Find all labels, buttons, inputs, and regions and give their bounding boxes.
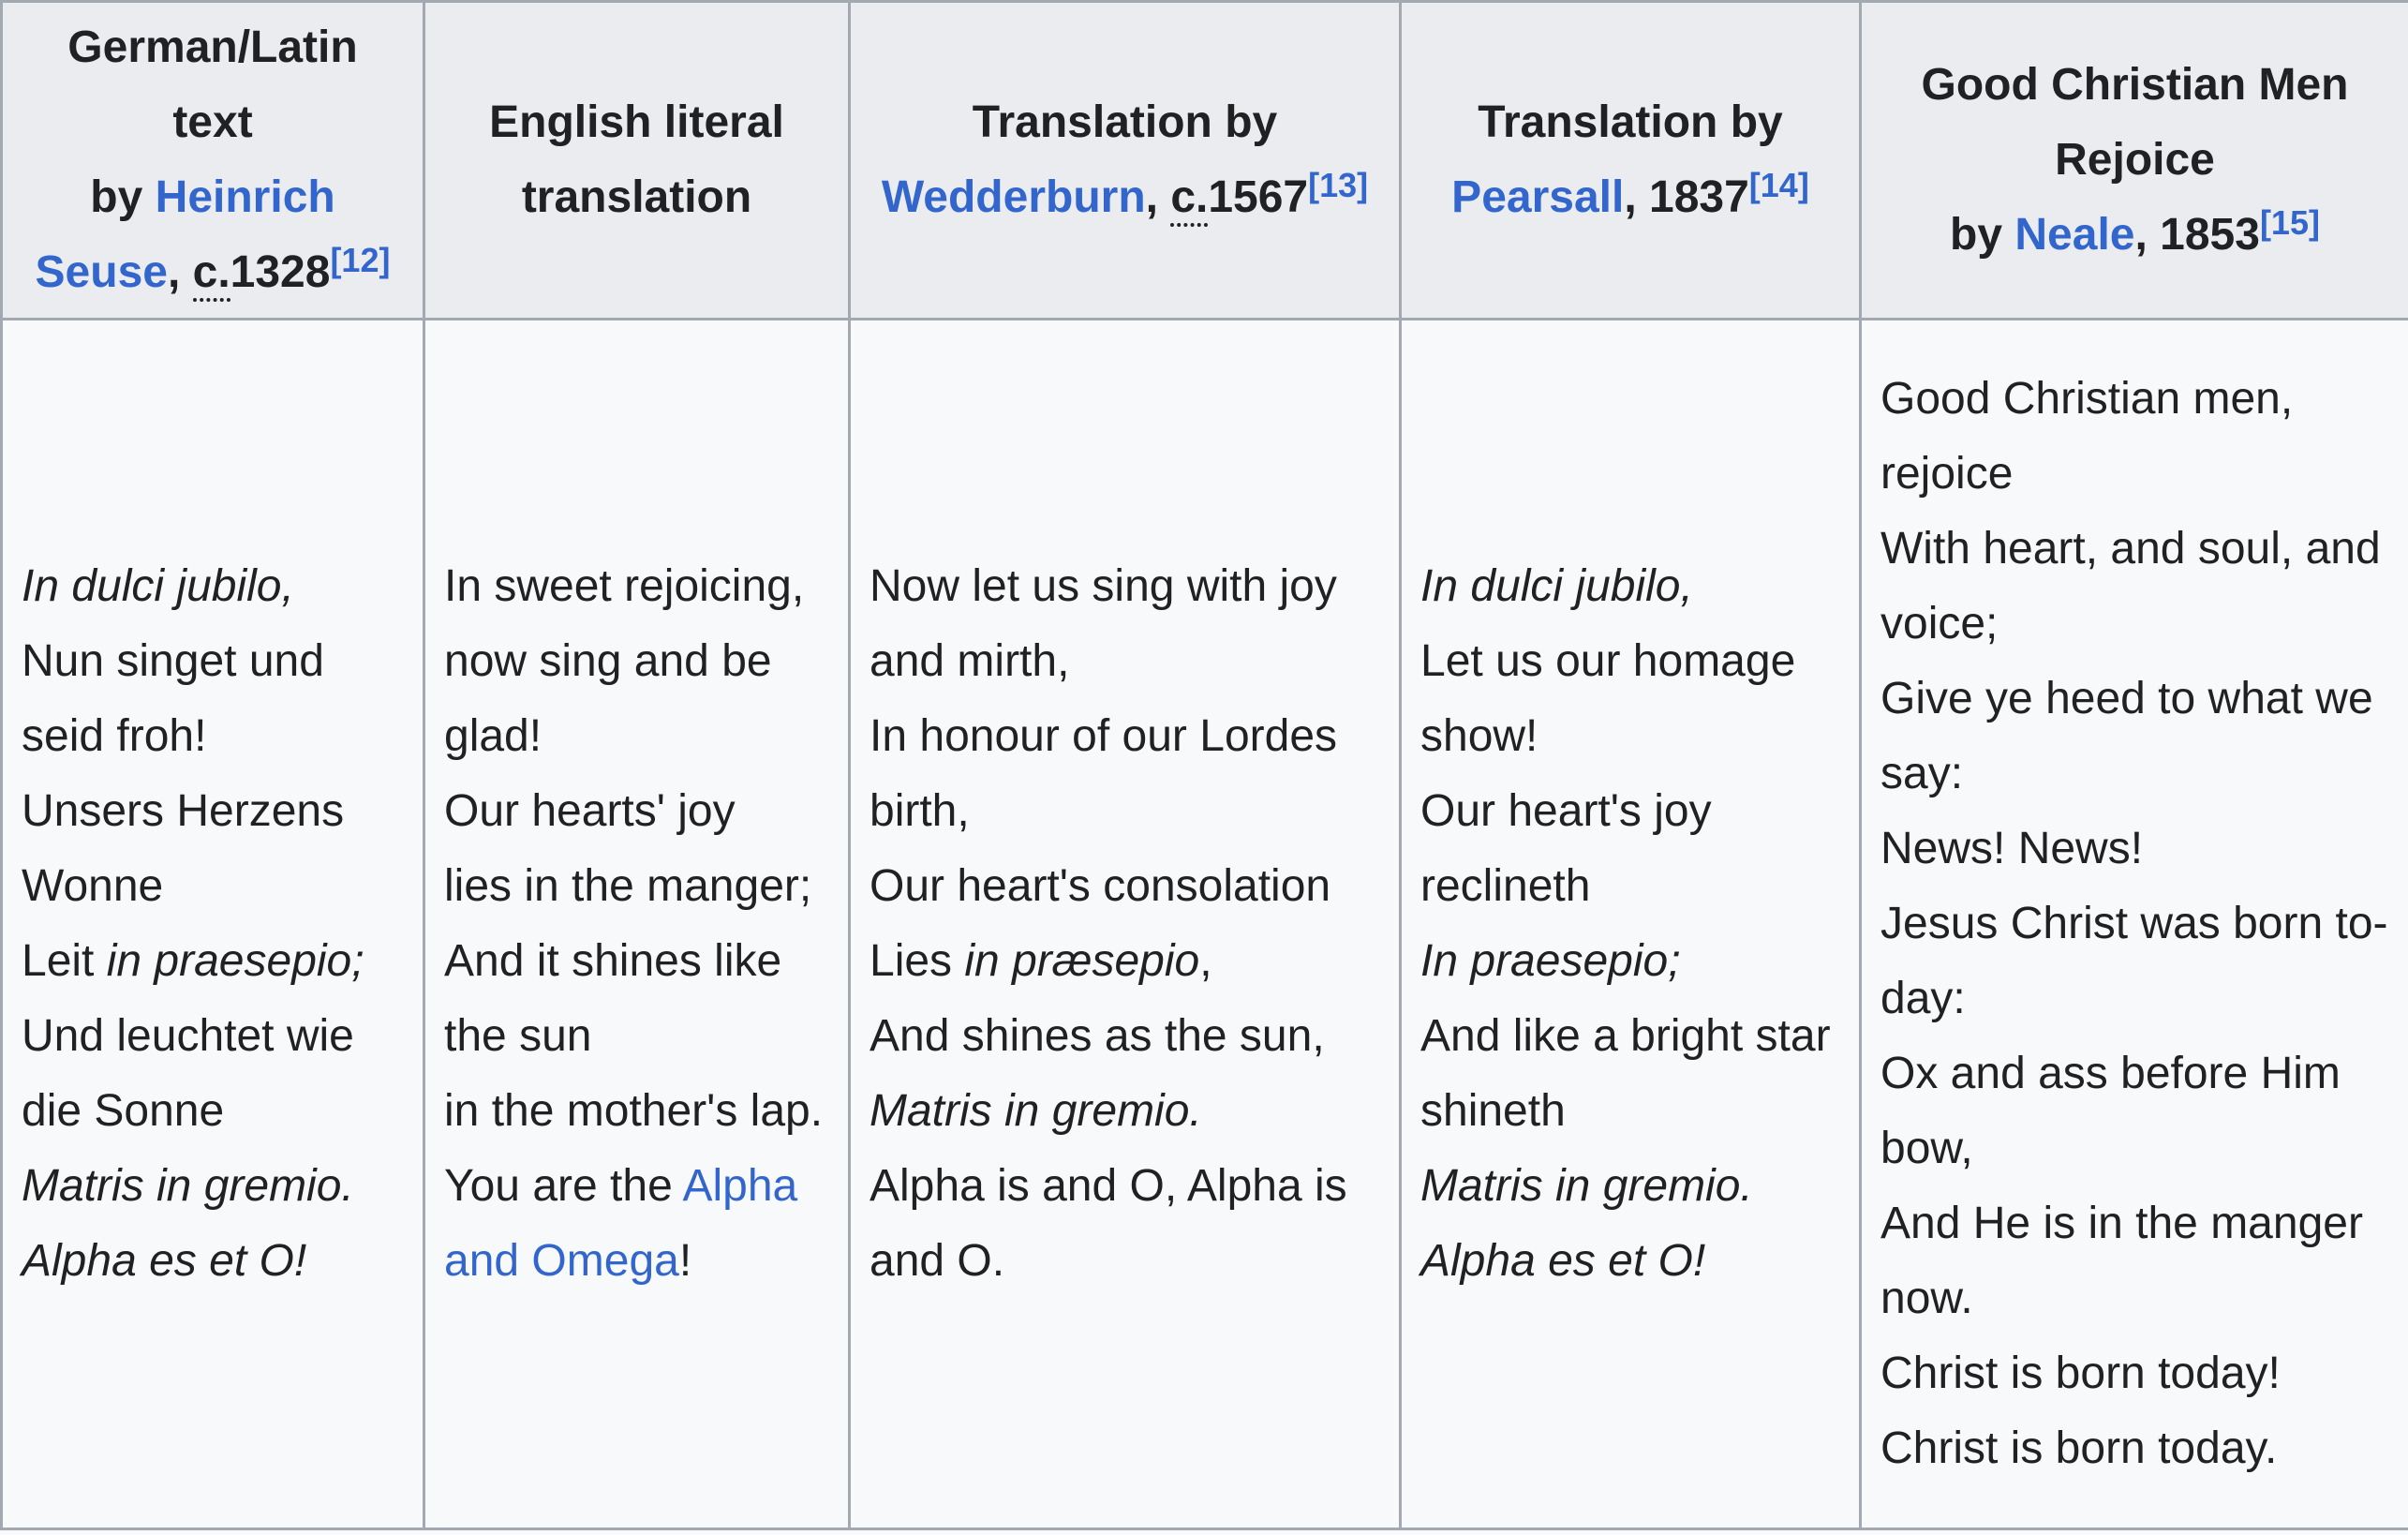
text-segment: in praesepio; — [106, 936, 364, 986]
text-segment: And like a bright star shineth — [1420, 1011, 1831, 1136]
column-header-good-christian-men-rejoice: Good Christian Men Rejoice by Neale, 1853… — [1859, 0, 2408, 320]
text-segment: , 1853 — [2134, 210, 2260, 260]
text-segment: In sweet rejoicing, — [444, 561, 805, 611]
column-header-wedderburn-translation: Translation by Wedderburn, c.1567[13] — [848, 0, 1402, 320]
text-segment: 1567 — [1208, 172, 1309, 222]
text-segment: , 1837 — [1624, 172, 1749, 222]
circa-abbreviation: c. — [192, 247, 230, 302]
text-segment: And it shines like the sun — [444, 936, 782, 1061]
text-segment: Good Christian Men Rejoice — [1921, 60, 2349, 185]
text-segment: And He is in the manger now. — [1880, 1199, 2363, 1323]
text-segment: 1328 — [230, 247, 331, 297]
text-segment: Our heart's consolation — [870, 861, 1331, 911]
text-segment: Jesus Christ was born to-day: — [1880, 899, 2388, 1023]
text-segment: Alpha is and O, Alpha is and O. — [870, 1161, 1347, 1286]
wiki-link[interactable]: Wedderburn — [881, 172, 1146, 222]
text-segment: Our hearts' joy — [444, 786, 736, 836]
text-segment: Christ is born today. — [1880, 1423, 2278, 1473]
text-segment: by — [90, 172, 156, 222]
text-segment: Matris in gremio. — [870, 1086, 1202, 1136]
text-segment: English literal translation — [489, 97, 784, 222]
text-segment: Alpha es et O! — [1420, 1236, 1706, 1286]
cell-good-christian-men-rejoice: Good Christian men, rejoice With heart, a… — [1859, 318, 2408, 1530]
wiki-link[interactable]: Alpha and Omega — [444, 1161, 798, 1286]
circa-abbreviation: c. — [1170, 172, 1209, 227]
text-segment: Unsers Herzens Wonne — [22, 786, 345, 911]
text-segment: In praesepio; — [1420, 936, 1681, 986]
lyrics-row: In dulci jubilo, Nun singet und seid froh… — [0, 318, 2408, 1530]
wiki-link[interactable]: Pearsall — [1451, 172, 1625, 222]
text-segment: News! News! — [1880, 824, 2144, 873]
cell-english-literal-translation: In sweet rejoicing, now sing and be glad!… — [423, 318, 851, 1530]
reference-link[interactable]: [14] — [1748, 166, 1809, 204]
text-segment: Now let us sing with joy and mirth, — [870, 561, 1337, 686]
text-segment: by — [1950, 210, 2015, 260]
text-segment: Nun singet und seid froh! — [22, 636, 324, 761]
text-segment: , — [1145, 172, 1171, 222]
text-segment: , — [1199, 936, 1212, 986]
text-segment: Our heart's joy reclineth — [1420, 786, 1712, 911]
text-segment: , — [167, 247, 193, 297]
text-segment: Christ is born today! — [1880, 1349, 2281, 1398]
text-segment: And shines as the sun, — [870, 1011, 1325, 1061]
wiki-link[interactable]: Neale — [2014, 210, 2135, 260]
text-segment: lies in the manger; — [444, 861, 812, 911]
text-segment: Matris in gremio. — [1420, 1161, 1753, 1211]
text-segment: Translation by — [972, 97, 1278, 147]
text-segment: Matris in gremio. — [22, 1161, 354, 1211]
text-segment: You are the — [444, 1161, 683, 1211]
text-segment: Translation by — [1478, 97, 1783, 147]
text-segment: Leit — [22, 936, 107, 986]
text-segment: in præsepio — [964, 936, 1200, 986]
text-segment: now sing and be glad! — [444, 636, 772, 761]
cell-german-latin-text: In dulci jubilo, Nun singet und seid froh… — [0, 318, 425, 1530]
text-segment: Alpha es et O! — [22, 1236, 307, 1286]
text-segment: ! — [678, 1236, 692, 1286]
text-segment: Ox and ass before Him bow, — [1880, 1049, 2341, 1173]
reference-link[interactable]: [12] — [330, 241, 391, 279]
column-header-pearsall-translation: Translation by Pearsall, 1837[14] — [1399, 0, 1862, 320]
text-segment: Und leuchtet wie die Sonne — [22, 1011, 354, 1136]
cell-pearsall-translation: In dulci jubilo, Let us our homage show! O… — [1399, 318, 1862, 1530]
text-segment: in the mother's lap. — [444, 1086, 824, 1136]
text-segment: With heart, and soul, and voice; — [1880, 524, 2381, 648]
text-segment: In honour of our Lordes birth, — [870, 711, 1338, 836]
text-segment: Let us our homage show! — [1420, 636, 1796, 761]
text-segment: Lies — [870, 936, 965, 986]
text-segment: German/Latin text — [67, 22, 358, 147]
text-segment: Good Christian men, rejoice — [1880, 374, 2294, 499]
text-segment: Give ye heed to what we say: — [1880, 674, 2373, 798]
reference-link[interactable]: [15] — [2259, 203, 2320, 242]
column-header-english-literal-translation: English literal translation — [423, 0, 851, 320]
cell-wedderburn-translation: Now let us sing with joy and mirth, In ho… — [848, 318, 1402, 1530]
column-header-german-latin-text: German/Latin text by Heinrich Seuse, c.13… — [0, 0, 425, 320]
wiki-link[interactable]: Heinrich Seuse — [35, 172, 335, 297]
text-segment: In dulci jubilo, — [22, 561, 294, 611]
header-row: German/Latin text by Heinrich Seuse, c.13… — [0, 0, 2408, 320]
text-segment: In dulci jubilo, — [1420, 561, 1693, 611]
reference-link[interactable]: [13] — [1308, 166, 1369, 204]
